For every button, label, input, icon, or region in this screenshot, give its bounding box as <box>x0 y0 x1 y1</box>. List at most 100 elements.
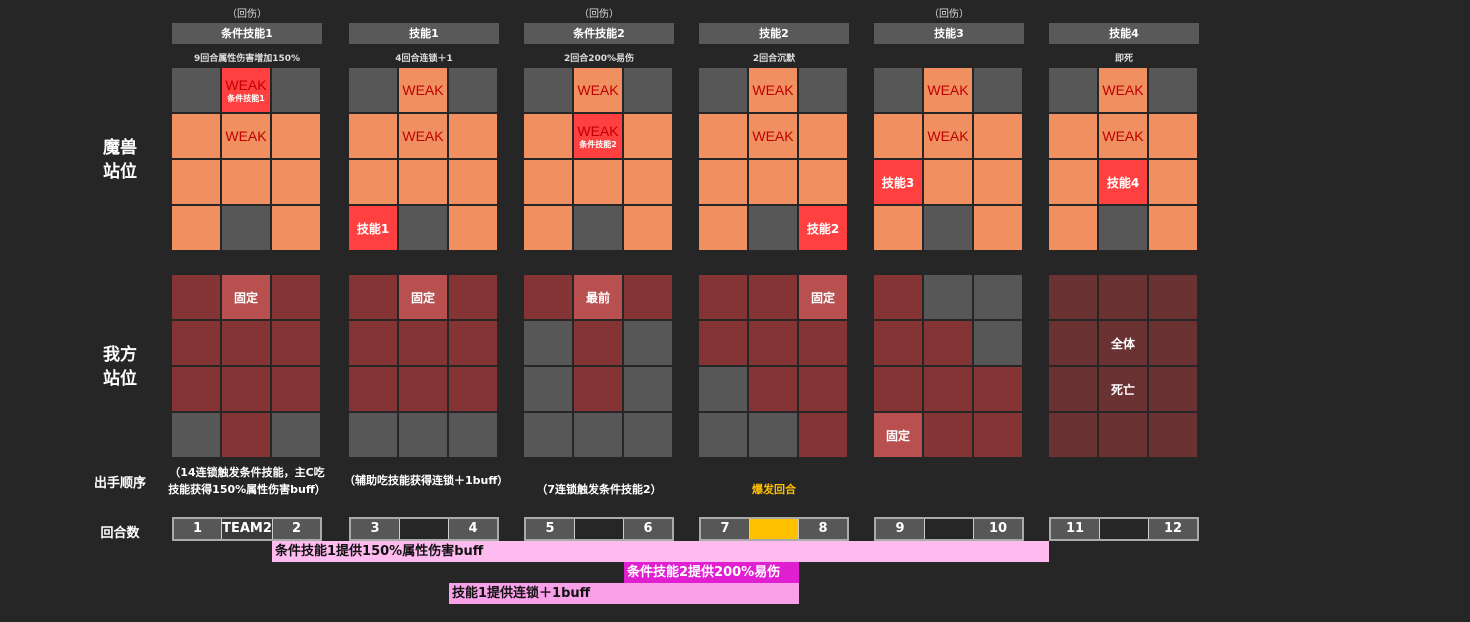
monster-cell <box>399 206 447 250</box>
ally-grid: 最前 <box>524 275 674 457</box>
skill-description: 4回合连锁＋1 <box>395 54 453 64</box>
ally-cell <box>749 321 797 365</box>
ally-cell <box>699 275 747 319</box>
ally-cell <box>172 321 220 365</box>
round-cell <box>399 519 448 539</box>
ally-cell <box>749 275 797 319</box>
monster-cell <box>624 206 672 250</box>
ally-cell <box>349 321 397 365</box>
ally-cell <box>699 321 747 365</box>
ally-grid: 固定 <box>172 275 322 457</box>
monster-cell <box>222 160 270 204</box>
monster-cell: WEAK 条件技能2 <box>574 114 622 158</box>
weak-label: WEAK <box>402 82 444 98</box>
monster-cell: WEAK 条件技能1 <box>222 68 270 112</box>
monster-cell <box>924 206 972 250</box>
ally-cell: 固定 <box>799 275 847 319</box>
round-cell <box>1099 519 1148 539</box>
round-cell: 8 <box>798 519 847 539</box>
monster-cell <box>924 160 972 204</box>
cell-sublabel: 条件技能2 <box>579 139 617 149</box>
monster-cell <box>1049 160 1097 204</box>
order-note: （14连锁触发条件技能，主C吃技能获得150%属性伤害buff） <box>168 466 326 496</box>
ally-cell <box>974 367 1022 411</box>
round-group: 9 10 <box>874 517 1024 541</box>
monster-cell <box>222 206 270 250</box>
monster-cell: 技能1 <box>349 206 397 250</box>
ally-cell <box>1099 413 1147 457</box>
round-cell: TEAM2 <box>221 519 272 539</box>
round-cell: 9 <box>876 519 924 539</box>
ally-cell <box>624 413 672 457</box>
ally-cell <box>974 321 1022 365</box>
monster-grid: WEAK WEAK 技能2 <box>699 68 849 250</box>
ally-cell: 全体 <box>1099 321 1147 365</box>
weak-label: WEAK <box>225 76 267 93</box>
ally-cell <box>574 413 622 457</box>
ally-cell <box>874 275 922 319</box>
monster-cell <box>699 68 747 112</box>
monster-cell: 技能2 <box>799 206 847 250</box>
ally-cell <box>874 321 922 365</box>
ally-cell <box>699 367 747 411</box>
ally-cell <box>1149 321 1197 365</box>
monster-cell <box>1149 206 1197 250</box>
monster-cell <box>874 206 922 250</box>
monster-cell <box>974 160 1022 204</box>
ally-cell <box>624 321 672 365</box>
ally-cell <box>449 321 497 365</box>
ally-cell <box>349 275 397 319</box>
weak-label: WEAK <box>752 82 794 98</box>
ally-cell <box>624 367 672 411</box>
monster-cell <box>1049 114 1097 158</box>
round-cell: 11 <box>1051 519 1099 539</box>
cell-label: 固定 <box>885 428 910 443</box>
skill-description: 2回合200%易伤 <box>563 54 635 64</box>
monster-cell: WEAK <box>924 114 972 158</box>
ally-cell <box>524 321 572 365</box>
ally-cell: 固定 <box>399 275 447 319</box>
monster-cell <box>1049 68 1097 112</box>
ally-cell <box>624 275 672 319</box>
ally-cell <box>749 413 797 457</box>
ally-grid: 固定 <box>349 275 499 457</box>
weak-label: WEAK <box>752 128 794 144</box>
cell-label: 固定 <box>233 290 258 305</box>
monster-cell <box>524 160 572 204</box>
buff-bar-skill-1: 技能1提供连锁＋1buff <box>449 583 799 604</box>
buff-bar-condition-skill-1: 条件技能1提供150%属性伤害buff <box>272 541 1049 562</box>
ally-cell <box>349 413 397 457</box>
ally-cell <box>799 413 847 457</box>
monster-cell <box>172 206 220 250</box>
ally-cell <box>272 275 320 319</box>
monster-cell <box>272 206 320 250</box>
ally-cell <box>349 367 397 411</box>
monster-cell <box>1099 206 1147 250</box>
monster-cell <box>799 68 847 112</box>
monster-cell: WEAK <box>222 114 270 158</box>
cell-label: 最前 <box>585 290 610 305</box>
damage-reflect-note: （回伤） <box>929 9 969 20</box>
ally-cell <box>974 413 1022 457</box>
monster-cell <box>449 206 497 250</box>
round-cell: 7 <box>701 519 749 539</box>
monster-cell <box>699 160 747 204</box>
monster-cell <box>449 68 497 112</box>
row-label-ally: 我方 站位 <box>103 345 137 389</box>
round-cell: 2 <box>271 519 321 539</box>
ally-cell <box>399 321 447 365</box>
monster-cell <box>172 68 220 112</box>
round-cell: 6 <box>623 519 672 539</box>
skill-description: 2回合沉默 <box>752 54 796 64</box>
skill-description: 9回合属性伤害增加150% <box>193 54 301 64</box>
monster-cell <box>799 160 847 204</box>
monster-cell <box>974 114 1022 158</box>
round-cell: 5 <box>526 519 574 539</box>
cell-label: 固定 <box>410 290 435 305</box>
damage-reflect-note: （回伤） <box>227 9 267 20</box>
ally-cell <box>449 413 497 457</box>
monster-cell <box>172 114 220 158</box>
ally-cell <box>449 367 497 411</box>
monster-cell <box>1049 206 1097 250</box>
monster-cell: WEAK <box>399 114 447 158</box>
